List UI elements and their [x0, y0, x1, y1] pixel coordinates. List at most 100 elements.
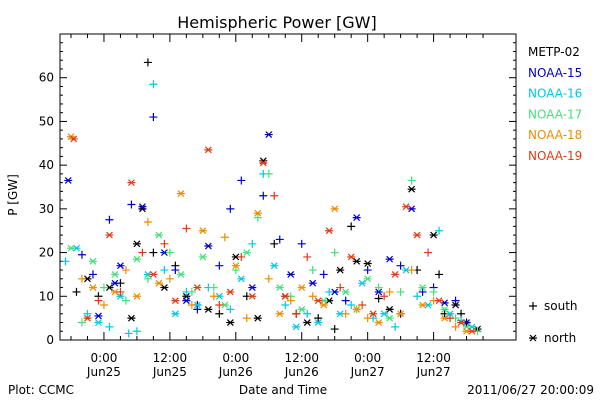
data-point-south: [264, 169, 273, 178]
data-point-north: [347, 253, 356, 261]
data-point-south: [303, 309, 312, 318]
x-tick-time: 0:00: [90, 351, 117, 365]
data-point-north: [292, 323, 301, 331]
data-point-north: [319, 301, 328, 309]
data-point-north: [407, 185, 416, 193]
data-point-south: [374, 294, 383, 303]
data-point-south: [374, 283, 383, 292]
legend-entry: NOAA-18: [528, 128, 582, 142]
data-point-south: [77, 318, 86, 327]
data-point-north: [286, 271, 295, 278]
data-point-north: [308, 279, 317, 287]
data-point-north: [237, 275, 246, 283]
data-point-south: [297, 239, 306, 248]
data-point-north: [116, 262, 125, 270]
data-point-south: [363, 314, 372, 323]
y-tick-label: 10: [39, 289, 54, 303]
data-point-north: [363, 260, 372, 267]
data-point-south: [435, 226, 444, 235]
data-point-south: [380, 292, 389, 301]
data-point-south: [160, 239, 169, 248]
data-point-north: [429, 231, 438, 239]
data-point-south: [303, 252, 312, 261]
legend-entry: NOAA-17: [528, 107, 582, 121]
x-tick-time: 12:00: [153, 351, 188, 365]
data-point-south: [253, 213, 262, 222]
data-point-south: [209, 283, 218, 292]
data-point-north: [149, 271, 158, 278]
data-point-south: [424, 248, 433, 257]
y-tick-label: 50: [39, 114, 54, 128]
x-tick-date: Jun25: [152, 365, 187, 379]
x-tick-date: Jun26: [284, 365, 319, 379]
data-point-south: [330, 325, 339, 334]
data-point-north: [358, 279, 367, 287]
legend-south-marker: [529, 302, 537, 310]
data-point-north: [314, 319, 323, 326]
data-point-south: [270, 191, 279, 200]
data-point-north: [132, 292, 141, 300]
data-point-south: [209, 292, 218, 301]
data-point-south: [281, 301, 290, 310]
data-point-south: [77, 274, 86, 283]
data-point-south: [116, 287, 125, 296]
data-point-south: [347, 222, 356, 231]
data-point-north: [176, 190, 185, 197]
data-point-south: [286, 296, 295, 305]
data-point-south: [363, 266, 372, 275]
data-point-north: [231, 262, 240, 270]
x-tick-date: Jun27: [350, 365, 385, 379]
y-tick-label: 30: [39, 202, 54, 216]
data-point-south: [61, 257, 70, 266]
data-point-north: [204, 146, 213, 154]
y-tick-label: 20: [39, 246, 54, 260]
data-point-south: [193, 305, 202, 314]
data-point-north: [336, 266, 345, 274]
data-point-south: [330, 248, 339, 257]
data-point-north: [198, 227, 207, 235]
data-point-south: [132, 327, 141, 336]
data-point-south: [358, 301, 367, 310]
data-point-north: [94, 312, 103, 320]
y-tick-label: 0: [46, 333, 54, 347]
data-point-south: [275, 235, 284, 244]
data-point-north: [303, 319, 312, 326]
data-point-south: [242, 314, 251, 323]
data-point-north: [127, 314, 136, 322]
data-point-north: [418, 284, 427, 291]
x-tick-time: 12:00: [416, 351, 451, 365]
footer-credit: Plot: CCMC: [8, 383, 74, 397]
legend-entry: METP-02: [528, 45, 580, 59]
data-point-south: [237, 252, 246, 261]
data-point-south: [215, 309, 224, 318]
data-point-south: [94, 296, 103, 305]
data-point-north: [374, 288, 383, 296]
legend: METP-02 NOAA-15 NOAA-16 NOAA-17 NOAA-18 NOAA-…: [528, 45, 582, 345]
data-point-north: [132, 255, 141, 263]
data-point-north: [457, 319, 466, 326]
data-point-north: [418, 301, 427, 309]
data-point-north: [363, 275, 372, 283]
data-point-north: [204, 242, 213, 250]
data-point-north: [248, 284, 257, 291]
data-point-south: [215, 261, 224, 270]
axis-ticks: 01020304050600:00Jun2512:00Jun250:00Jun2…: [39, 34, 516, 379]
data-point-south: [264, 274, 273, 283]
data-point-south: [72, 287, 81, 296]
data-point-north: [270, 262, 279, 270]
data-point-south: [325, 287, 334, 296]
data-point-south: [451, 296, 460, 305]
data-point-north: [402, 203, 411, 211]
y-tick-label: 60: [39, 71, 54, 85]
data-point-north: [193, 284, 202, 291]
data-point-north: [88, 284, 97, 291]
data-point-south: [171, 266, 180, 275]
data-point-north: [440, 305, 449, 313]
data-point-north: [176, 271, 185, 278]
data-point-south: [143, 58, 152, 67]
data-point-south: [149, 113, 158, 122]
data-point-north: [341, 288, 350, 296]
data-point-north: [297, 305, 306, 313]
